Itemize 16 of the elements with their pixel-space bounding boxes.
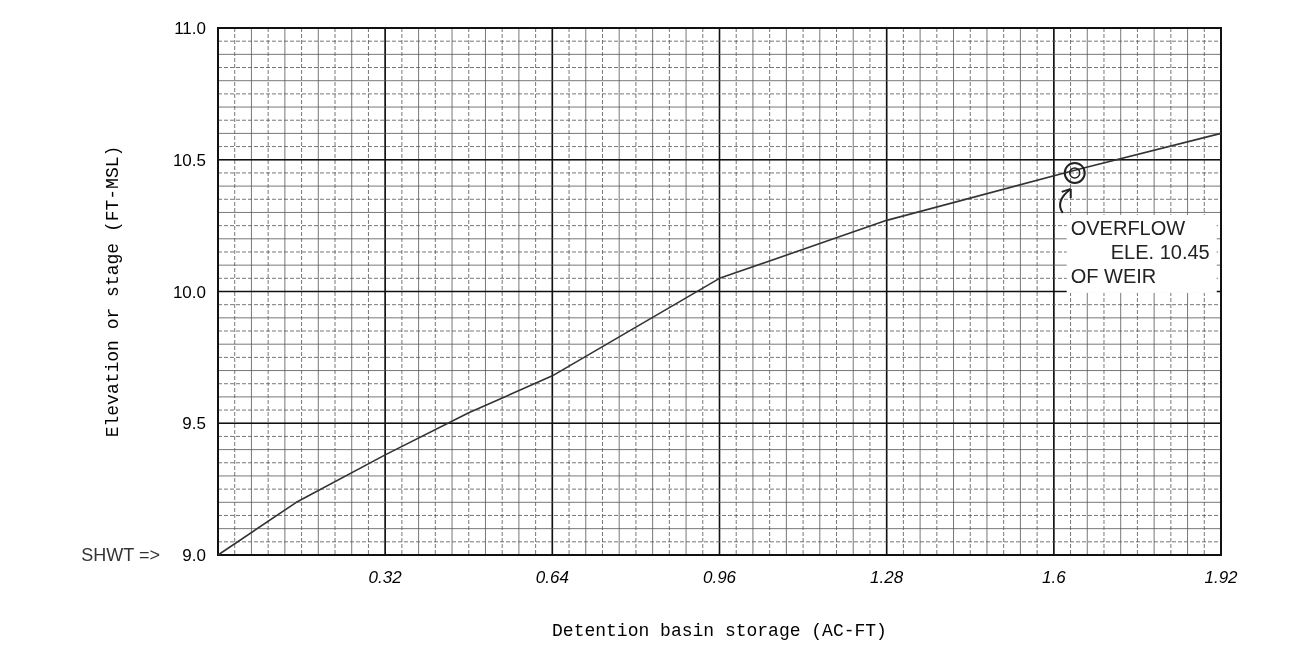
x-axis-title: Detention basin storage (AC-FT) [552, 621, 887, 641]
x-tick-label: 1.92 [1204, 568, 1239, 587]
x-tick-label: 0.32 [368, 568, 403, 587]
y-tick-label: 9.0 [182, 546, 206, 565]
x-tick-label: 0.96 [702, 568, 737, 587]
x-tick-label: 1.28 [870, 568, 904, 587]
line-series [217, 132, 1222, 556]
text: SHWT => [81, 545, 160, 565]
annotation: OVERFLOW ELE. 10.45 OF WEIR [1070, 216, 1210, 287]
y-tick-label: 9.5 [182, 414, 206, 434]
y-axis-title: Elevation or stage (FT-MSL) [103, 145, 123, 438]
y-tick-label: 11.0 [174, 19, 206, 38]
x-tick-label: 1.6 [1042, 568, 1067, 587]
y-tick-label: 10.5 [172, 150, 206, 170]
y-tick-label: 10.0 [172, 282, 206, 302]
x-tick-label: 0.64 [535, 568, 569, 587]
